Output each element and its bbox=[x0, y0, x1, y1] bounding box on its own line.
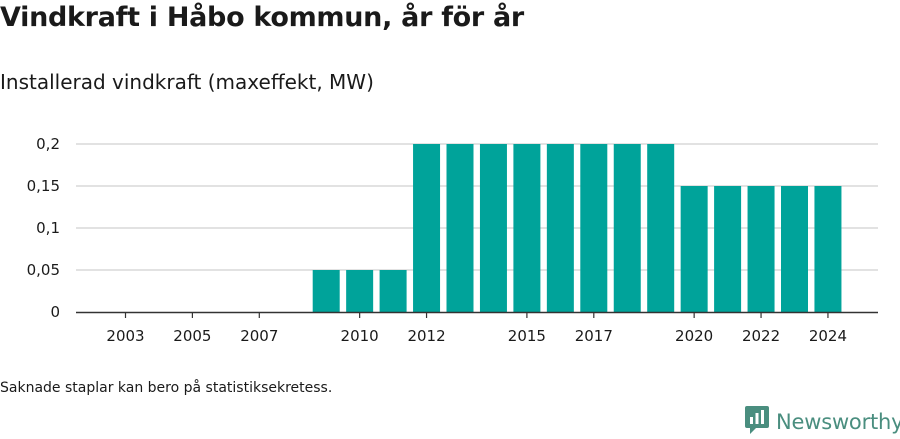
bars bbox=[312, 144, 842, 312]
bar-2010 bbox=[346, 270, 374, 312]
x-tick-label: 2015 bbox=[508, 327, 546, 345]
bar-2023 bbox=[781, 186, 808, 312]
footnote: Saknade staplar kan bero på statistiksek… bbox=[0, 380, 333, 396]
newsworthy-logo-icon bbox=[744, 405, 770, 439]
bar-2020 bbox=[680, 186, 708, 312]
bar-2022 bbox=[747, 186, 775, 312]
x-tick-label: 2007 bbox=[240, 327, 278, 345]
y-tick-label: 0,05 bbox=[27, 261, 60, 279]
bar-2016 bbox=[546, 144, 574, 312]
x-tick-label: 2020 bbox=[675, 327, 713, 345]
grid-lines bbox=[76, 143, 878, 271]
y-tick-label: 0,1 bbox=[36, 219, 60, 237]
bar-2024 bbox=[814, 186, 842, 312]
bar-2019 bbox=[647, 144, 675, 312]
bar-2015 bbox=[513, 144, 541, 312]
brand-logo[interactable]: Newsworthy bbox=[744, 406, 900, 438]
bar-2011 bbox=[379, 270, 407, 312]
y-tick-label: 0,15 bbox=[27, 177, 60, 195]
x-tick-label: 2010 bbox=[341, 327, 379, 345]
chart-title: Vindkraft i Håbo kommun, år för år bbox=[0, 2, 524, 33]
brand-name: Newsworthy bbox=[776, 410, 900, 434]
chart-subtitle: Installerad vindkraft (maxeffekt, MW) bbox=[0, 70, 374, 94]
y-tick-label: 0 bbox=[50, 303, 60, 321]
bar-2009 bbox=[312, 270, 340, 312]
x-tick-label: 2024 bbox=[809, 327, 847, 345]
x-tick-label: 2003 bbox=[106, 327, 144, 345]
x-tick-label: 2022 bbox=[742, 327, 780, 345]
x-tick-label: 2012 bbox=[407, 327, 445, 345]
x-axis-ticks bbox=[124, 312, 829, 318]
x-tick-label: 2005 bbox=[173, 327, 211, 345]
bar-2014 bbox=[479, 144, 507, 312]
y-tick-label: 0,2 bbox=[36, 135, 60, 153]
bar-2017 bbox=[580, 144, 608, 312]
y-axis-tick-labels: 0 0,05 0,1 0,15 0,2 bbox=[27, 135, 60, 321]
bar-2013 bbox=[446, 144, 474, 312]
bar-2021 bbox=[714, 186, 742, 312]
x-axis-tick-labels: 2003 2005 2007 2010 2012 2015 2017 2020 2022 2024 bbox=[106, 327, 847, 345]
bar-2018 bbox=[613, 144, 641, 312]
x-tick-label: 2017 bbox=[575, 327, 613, 345]
bar-2012 bbox=[413, 144, 441, 312]
